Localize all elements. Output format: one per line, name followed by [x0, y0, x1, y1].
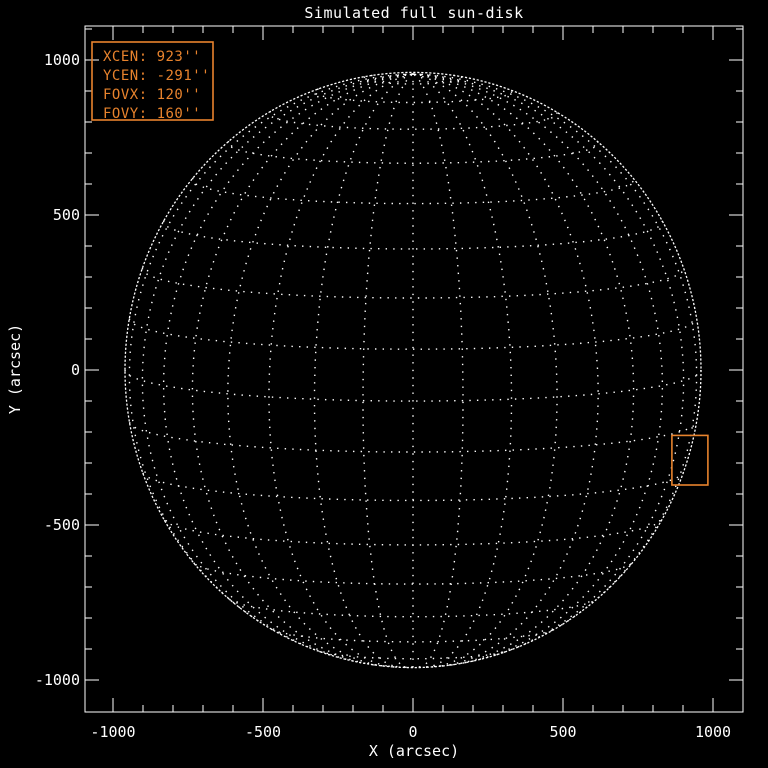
y-tick-label: 500 — [53, 206, 80, 224]
latitude-line — [362, 74, 464, 85]
axes-frame — [84, 25, 744, 713]
fovx-value: FOVX: 120'' — [103, 87, 201, 103]
longitude-line — [412, 73, 698, 626]
y-tick-label: -500 — [44, 516, 80, 534]
y-tick-labels: -1000 -500 0 500 1000 — [35, 51, 80, 689]
latitude-line — [193, 562, 633, 585]
solar-limb — [124, 71, 702, 669]
x-axis-title: X (arcsec) — [369, 742, 459, 760]
x-tick-label: 500 — [549, 723, 576, 741]
longitude-line — [128, 73, 414, 626]
x-tick-labels: -1000 -500 0 500 1000 — [90, 723, 731, 741]
pointing-info-box: XCEN: 923'' YCEN: -291'' FOVX: 120'' FOV… — [91, 41, 214, 122]
x-tick-label: 1000 — [695, 723, 731, 741]
ycen-value: YCEN: -291'' — [103, 68, 210, 84]
y-tick-label: 0 — [71, 361, 80, 379]
latitude-line — [227, 140, 599, 164]
y-tick-label: -1000 — [35, 671, 80, 689]
latitude-line — [319, 650, 507, 660]
x-tick-label: -1000 — [90, 723, 135, 741]
latitude-line — [142, 472, 684, 502]
chart-title: Simulated full sun-disk — [304, 4, 523, 22]
y-axis-title: Y (arcsec) — [6, 324, 24, 414]
y-tick-label: 1000 — [44, 51, 80, 69]
fov-rectangle — [671, 434, 709, 486]
latitude-line — [373, 664, 453, 668]
latitude-line — [268, 110, 558, 130]
fovy-value: FOVY: 160'' — [103, 106, 201, 122]
x-tick-label: 0 — [408, 723, 417, 741]
heliographic-grid — [124, 73, 702, 669]
xcen-value: XCEN: 923'' — [103, 49, 201, 65]
x-tick-label: -500 — [245, 723, 281, 741]
axis-ticks — [85, 26, 743, 712]
latitude-line — [141, 267, 685, 299]
pointing-info-border — [91, 41, 214, 121]
